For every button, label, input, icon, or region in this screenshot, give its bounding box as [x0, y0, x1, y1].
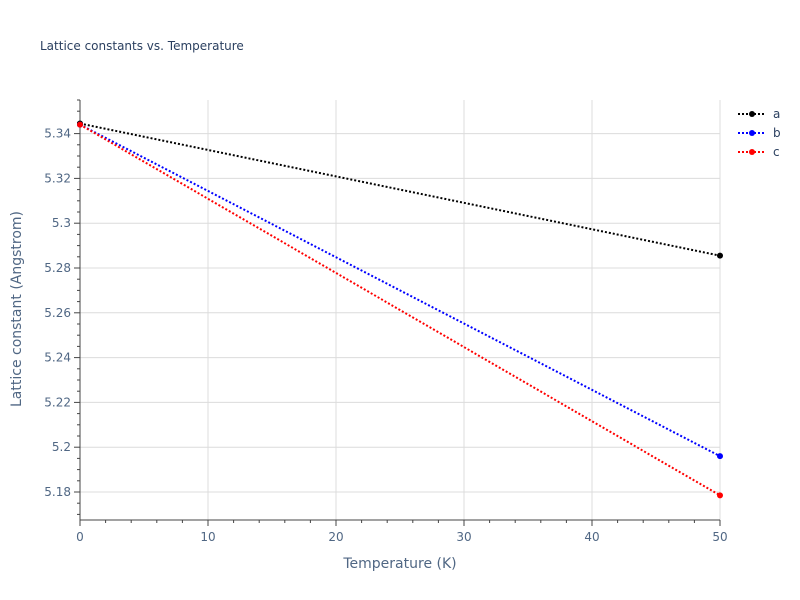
- plot-area: [77, 120, 723, 499]
- y-tick-label: 5.3: [52, 216, 71, 230]
- data-point-a[interactable]: [717, 252, 723, 259]
- x-axis-title: Temperature (K): [342, 556, 456, 572]
- y-tick-label: 5.2: [52, 440, 71, 454]
- legend-label: c: [773, 145, 780, 159]
- chart-title: Lattice constants vs. Temperature: [40, 39, 244, 53]
- y-tick-label: 5.22: [44, 395, 71, 409]
- legend-label: a: [773, 107, 780, 121]
- y-tick-label: 5.18: [44, 485, 71, 499]
- series-a: [77, 120, 723, 259]
- legend[interactable]: abc: [738, 107, 781, 159]
- x-tick-label: 40: [584, 530, 599, 544]
- y-tick-label: 5.24: [44, 351, 71, 365]
- x-tick-label: 0: [76, 530, 84, 544]
- legend-item-a[interactable]: a: [738, 107, 780, 121]
- legend-label: b: [773, 126, 781, 140]
- legend-swatch-marker: [749, 130, 755, 136]
- axes: 0 10 20 30 40 50 5.18 5.2 5.22 5.24 5.26 5.28 5.3 5.3…: [44, 99, 728, 544]
- legend-item-b[interactable]: b: [738, 126, 781, 140]
- y-axis-title: Lattice constant (Angstrom): [9, 211, 25, 407]
- series-line-c: [79, 123, 721, 497]
- series-b: [77, 121, 723, 460]
- x-tick-label: 50: [712, 530, 727, 544]
- y-tick-label: 5.34: [44, 127, 71, 141]
- legend-item-c[interactable]: c: [738, 145, 780, 159]
- data-point-b[interactable]: [717, 453, 723, 460]
- data-point-c[interactable]: [717, 492, 723, 499]
- series-c: [77, 121, 723, 499]
- legend-swatch-marker: [749, 149, 755, 155]
- y-tick-label: 5.28: [44, 261, 71, 275]
- x-tick-label: 30: [456, 530, 471, 544]
- y-tick-label: 5.32: [44, 171, 71, 185]
- series-line-a: [79, 122, 721, 257]
- legend-swatch-marker: [749, 111, 755, 117]
- series-line-b: [79, 123, 721, 458]
- data-point-c[interactable]: [77, 121, 83, 128]
- x-tick-label: 10: [200, 530, 215, 544]
- y-tick-label: 5.26: [44, 306, 71, 320]
- x-tick-label: 20: [328, 530, 343, 544]
- grid: [80, 100, 721, 520]
